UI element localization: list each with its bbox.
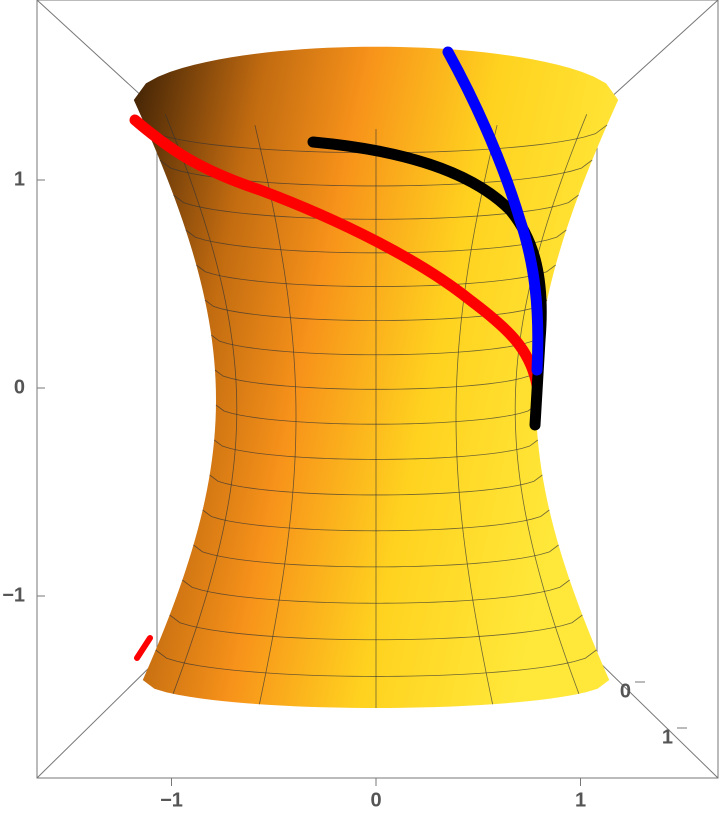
y-tick-label: 0 [14, 376, 25, 398]
y-tick-label: −1 [2, 584, 25, 606]
y-tick-label: 1 [14, 168, 25, 190]
x-tick-label: 0 [370, 789, 381, 811]
mesh-meridian [514, 114, 588, 694]
hyperboloid [133, 46, 619, 708]
x-tick-label: 1 [575, 789, 586, 811]
mesh-meridian [164, 114, 238, 694]
axes: −1 0 1 −1 0 1 0 1 [2, 168, 687, 811]
bounding-box [36, 0, 719, 779]
x-tick-label: −1 [160, 789, 183, 811]
mesh-meridian [455, 125, 498, 705]
curves [129, 46, 547, 661]
red-curve-end [134, 635, 153, 661]
mesh-meridian [254, 125, 297, 705]
red-curve [129, 114, 543, 391]
depth-tick-label: 1 [662, 726, 673, 748]
blue-curve [442, 46, 544, 376]
depth-tick-label: 0 [620, 680, 631, 702]
